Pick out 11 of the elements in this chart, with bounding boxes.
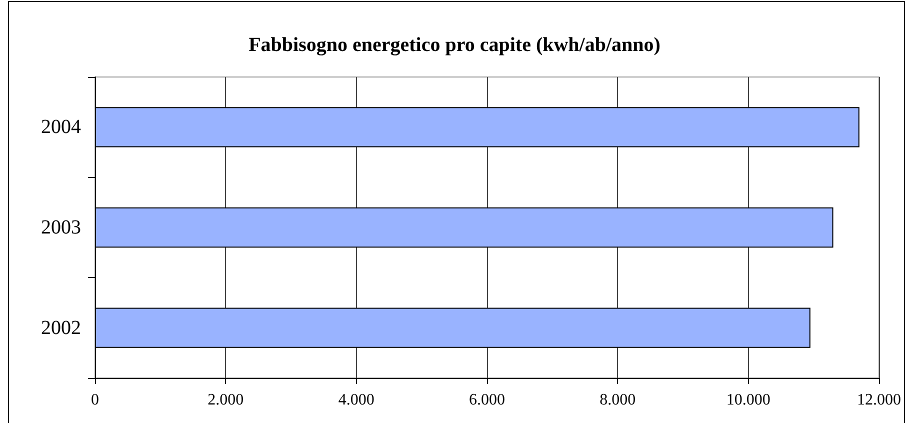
x-tick-label: 10.000 <box>726 392 770 408</box>
y-tick-label: 2003 <box>41 216 81 238</box>
x-tick-label: 12.000 <box>857 392 901 408</box>
x-tick-label: 0 <box>91 392 99 408</box>
x-tick-label: 8.000 <box>600 392 636 408</box>
x-tick-label: 6.000 <box>469 392 505 408</box>
y-tick-label: 2002 <box>41 316 81 339</box>
chart-title: Fabbisogno energetico pro capite (kwh/ab/anno) <box>248 34 660 56</box>
y-tick-label: 2004 <box>41 116 81 138</box>
x-tick-label: 2.000 <box>208 392 244 408</box>
x-tick-label: 4.000 <box>338 392 374 408</box>
